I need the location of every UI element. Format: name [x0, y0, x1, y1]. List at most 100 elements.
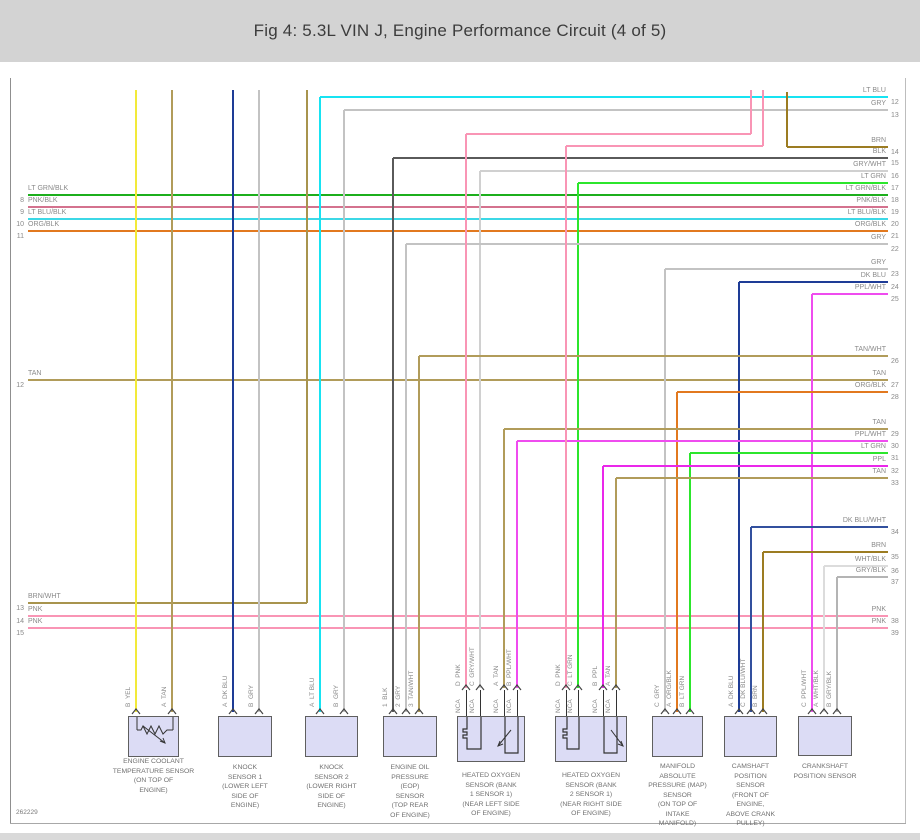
pin-arrow-icon [819, 708, 829, 715]
ect-sensor-name: ENGINE) [139, 786, 168, 794]
left-wire-label: PNK/BLK [28, 197, 58, 204]
right-wire-label: LT BLU [862, 87, 886, 94]
ect-sensor-name: ENGINE COOLANT [123, 758, 184, 765]
eop-sensor-name: OF ENGINE) [390, 811, 430, 819]
right-wire-label: GRY [870, 234, 886, 241]
pin-arrow-icon [167, 708, 177, 715]
pnk-o2b1-wire [466, 133, 751, 135]
map-sensor-pin-C-label: C GRY [654, 684, 661, 707]
brn-cmp-wire [762, 552, 764, 712]
tan-wht-eop-wire [419, 355, 888, 357]
camshaft-position-sensor-name: (FRONT OF [732, 791, 769, 799]
brn-wht-wire [28, 602, 307, 604]
lt-grn-map-wire [690, 452, 888, 454]
knock-sensor-2-box [305, 716, 358, 757]
eop-sensor-box [383, 716, 437, 757]
pnk-o2b2-wire [566, 145, 763, 147]
right-wire-label: GRY [870, 259, 886, 266]
right-pin-number: 28 [891, 394, 899, 401]
o2-sensor-bank1-pin-C-label: C GRY/WHT [469, 647, 476, 686]
gry-eop-wire [406, 243, 888, 245]
left-wire-label: TAN [28, 370, 42, 377]
right-wire-label: DK BLU/WHT [842, 517, 886, 524]
figure-code: 262229 [16, 809, 38, 816]
o2-sensor-bank2-pin-A-nca-label: NCA [605, 699, 612, 713]
pin-arrow-icon [499, 684, 509, 691]
right-pin-number: 22 [891, 246, 899, 253]
lt-blu-knock2-wire [320, 96, 888, 98]
tan-ect-wire [171, 90, 173, 712]
eop-sensor-name: (EOP) [400, 783, 420, 790]
pnk-o2b2-wire [565, 146, 567, 688]
org-blk-map-wire [676, 392, 678, 712]
o2-sensor-bank1-pin-B-lead [516, 690, 518, 716]
lt-grn-o2b2-wire [578, 182, 888, 184]
o2-sensor-bank2-pin-A-label: A TAN [605, 665, 612, 686]
right-wire-label: LT GRN/BLK [845, 185, 886, 192]
right-pin-number: 24 [891, 284, 899, 291]
o2-sensor-bank2-pin-C-lead [577, 690, 579, 716]
o2-sensor-bank1-pin-D-nca-label: NCA [455, 699, 462, 713]
left-wire-label: LT GRN/BLK [28, 185, 69, 192]
o2-sensor-bank2-name: HEATED OXYGEN [561, 772, 621, 779]
right-pin-number: 33 [891, 480, 899, 487]
tan-wht-eop-wire [418, 356, 420, 712]
ppl-wht-ckp-wire [811, 294, 813, 712]
o2-sensor-bank2-pin-A-lead [615, 690, 617, 716]
thermistor-symbol [136, 717, 174, 744]
eop-sensor-name: ENGINE OIL [390, 764, 430, 771]
left-wire-label: PNK [28, 606, 43, 613]
o2-sensor-bank2-name: (NEAR RIGHT SIDE [560, 800, 622, 808]
knock-sensor-2-name: (LOWER RIGHT [306, 783, 357, 790]
tan-o2b2-wire [615, 478, 617, 688]
o2-sensor-bank2-pin-D-label: D PNK [555, 664, 562, 686]
right-pin-number: 39 [891, 630, 899, 637]
right-wire-label: TAN [872, 370, 886, 377]
ppl-o2b2-wire [602, 466, 604, 688]
crankshaft-position-sensor-pin-C-label: C PPL/WHT [801, 669, 808, 707]
left-pin-number: 12 [16, 382, 24, 389]
wht-blk-ckp-wire [824, 565, 888, 567]
dk-blu-cmp-wire [739, 281, 888, 283]
left-wire-label: BRN/WHT [28, 593, 61, 600]
camshaft-position-sensor-name: PULLEY) [736, 820, 765, 827]
pin-arrow-icon [561, 684, 571, 691]
map-sensor-box [652, 716, 703, 757]
o2-sensor-bank1-name: OF ENGINE) [471, 810, 511, 817]
camshaft-position-sensor-pin-C-label: C DK BLU/WHT [740, 658, 747, 707]
knock-sensor-1-box [218, 716, 272, 757]
diagram-right-border [905, 78, 906, 823]
pin-arrow-icon [598, 684, 608, 691]
gry-map-wire [665, 268, 888, 270]
right-wire-label: TAN [872, 468, 886, 475]
ect-sensor-pin-A-label: A TAN [161, 686, 168, 707]
map-sensor-name: PRESSURE (MAP) [648, 782, 707, 789]
right-wire-label: GRY [870, 100, 886, 107]
knock-sensor-2-name: SIDE OF [317, 792, 346, 800]
right-pin-number: 23 [891, 271, 899, 278]
lt-grn-map-wire [689, 453, 691, 712]
blk-eop-wire [392, 158, 394, 712]
right-pin-number: 27 [891, 382, 899, 389]
gry-eop-wire [405, 244, 407, 712]
knock-sensor-1-name: (LOWER LEFT [222, 783, 268, 790]
tan-o2b1-wire [503, 429, 505, 688]
o2-sensor-bank1-pin-D-lead [465, 690, 467, 716]
pin-arrow-icon [388, 708, 398, 715]
right-wire-label: BRN [871, 542, 886, 549]
right-wire-label: DK BLU [860, 272, 886, 279]
camshaft-position-sensor-box [724, 716, 777, 757]
eop-sensor-name: PRESSURE [391, 773, 429, 781]
knock-sensor-1-name: SIDE OF [231, 792, 259, 800]
map-sensor-name: ABSOLUTE [659, 772, 696, 780]
o2-sensor-bank1-name: 1 SENSOR 1) [469, 791, 513, 798]
pin-arrow-icon [758, 708, 768, 715]
pin-arrow-icon [832, 708, 842, 715]
pin-arrow-icon [461, 684, 471, 691]
left-pin-number: 8 [20, 197, 24, 204]
knock-sensor-1-name: ENGINE) [230, 802, 260, 809]
o2-sensor-bank2-pin-B-lead [602, 690, 604, 716]
dk-blu-knock1-wire [232, 90, 234, 712]
right-wire-label: PPL/WHT [854, 284, 886, 291]
pin-arrow-icon [315, 708, 325, 715]
